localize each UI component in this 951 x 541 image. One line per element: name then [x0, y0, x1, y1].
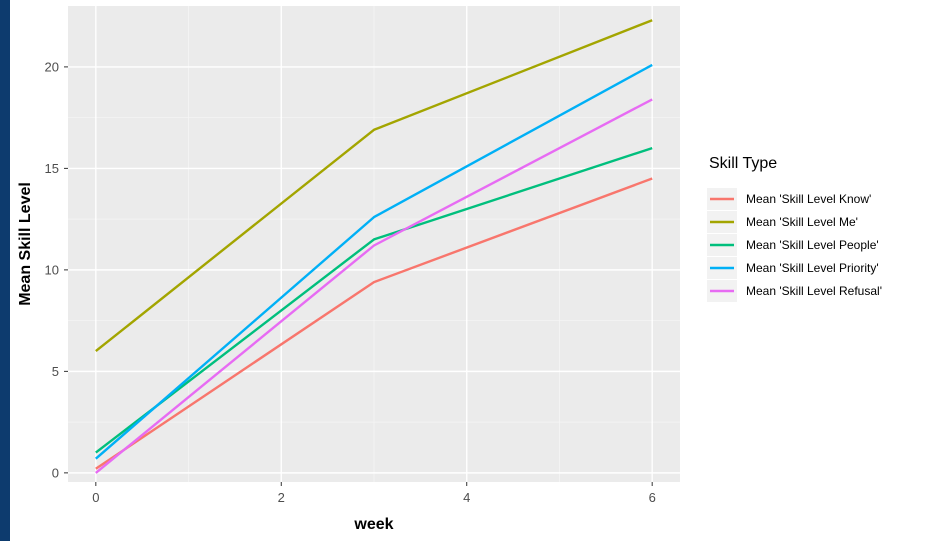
legend-title: Skill Type	[709, 155, 777, 172]
x-axis-ticks: 0 2 4 6	[92, 482, 656, 505]
x-tick-label: 0	[92, 490, 99, 505]
y-tick-label: 10	[45, 262, 59, 277]
major-gridlines	[68, 6, 680, 482]
y-tick-label: 0	[52, 465, 59, 480]
x-tick-label: 2	[278, 490, 285, 505]
x-tick-label: 4	[463, 490, 470, 505]
legend-label-3: Mean 'Skill Level Priority'	[746, 261, 879, 275]
y-axis-ticks: 0 5 10 15 20	[45, 59, 68, 480]
series-lines	[95, 19, 653, 474]
series-line-3	[95, 63, 653, 460]
legend: Skill Type Mean 'Skill Level Know' Mean '…	[707, 155, 882, 302]
y-tick-label: 5	[52, 364, 59, 379]
legend-label-4: Mean 'Skill Level Refusal'	[746, 284, 882, 298]
minor-gridlines	[68, 6, 680, 482]
y-axis-title: Mean Skill Level	[17, 182, 34, 306]
x-axis-title: week	[353, 516, 393, 533]
x-tick-label: 6	[649, 490, 656, 505]
left-edge-band	[0, 0, 10, 541]
series-line-1	[95, 19, 653, 353]
series-line-2	[95, 146, 653, 454]
series-line-4	[95, 98, 653, 474]
legend-label-2: Mean 'Skill Level People'	[746, 238, 879, 252]
series-line-0	[95, 177, 653, 470]
y-tick-label: 15	[45, 161, 59, 176]
y-tick-label: 20	[45, 59, 59, 74]
legend-label-1: Mean 'Skill Level Me'	[746, 215, 858, 229]
legend-label-0: Mean 'Skill Level Know'	[746, 192, 871, 206]
